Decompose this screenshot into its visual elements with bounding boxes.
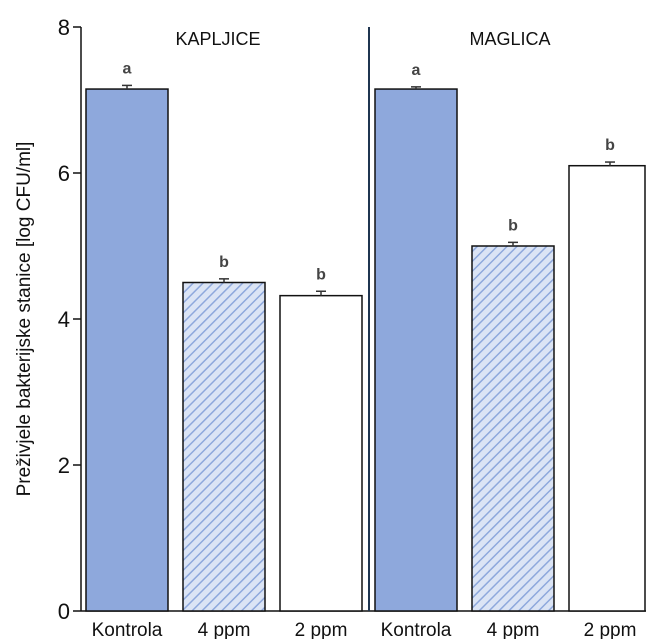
- y-tick-label: 0: [58, 599, 70, 624]
- y-tick-label: 2: [58, 453, 70, 478]
- x-tick-label: 4 ppm: [198, 620, 251, 639]
- significance-letter: b: [219, 254, 229, 271]
- y-axis-label: Preživjele bakterijske stanice [log CFU/…: [14, 142, 35, 497]
- y-tick-label: 8: [58, 15, 70, 40]
- labels: 0 2 4 6 8 Preživjele bakterijske stanice [log…: [14, 15, 636, 639]
- bar: [85, 88, 169, 612]
- significance-letter: b: [316, 266, 326, 283]
- significance-letter: b: [508, 217, 518, 234]
- x-tick-label: 4 ppm: [487, 620, 540, 639]
- bar: [182, 281, 266, 612]
- bars: [85, 84, 646, 612]
- x-tick-label: 2 ppm: [295, 620, 348, 639]
- bar: [279, 294, 363, 612]
- bar: [374, 88, 458, 612]
- significance-letter: a: [412, 62, 421, 79]
- x-tick-label: Kontrola: [92, 620, 163, 639]
- bar: [568, 164, 646, 612]
- x-tick-label: Kontrola: [381, 620, 452, 639]
- x-tick-label: 2 ppm: [584, 620, 637, 639]
- y-tick-label: 4: [58, 307, 70, 332]
- panel-title: MAGLICA: [469, 29, 550, 49]
- y-tick-label: 6: [58, 161, 70, 186]
- panel-title: KAPLJICE: [175, 29, 260, 49]
- bar: [471, 245, 555, 612]
- significance-letter: b: [605, 137, 615, 154]
- significance-letter: a: [123, 60, 132, 77]
